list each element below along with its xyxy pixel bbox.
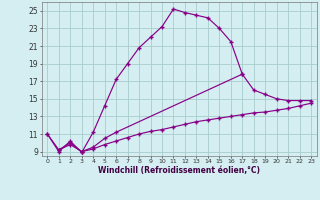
X-axis label: Windchill (Refroidissement éolien,°C): Windchill (Refroidissement éolien,°C) (98, 166, 260, 175)
